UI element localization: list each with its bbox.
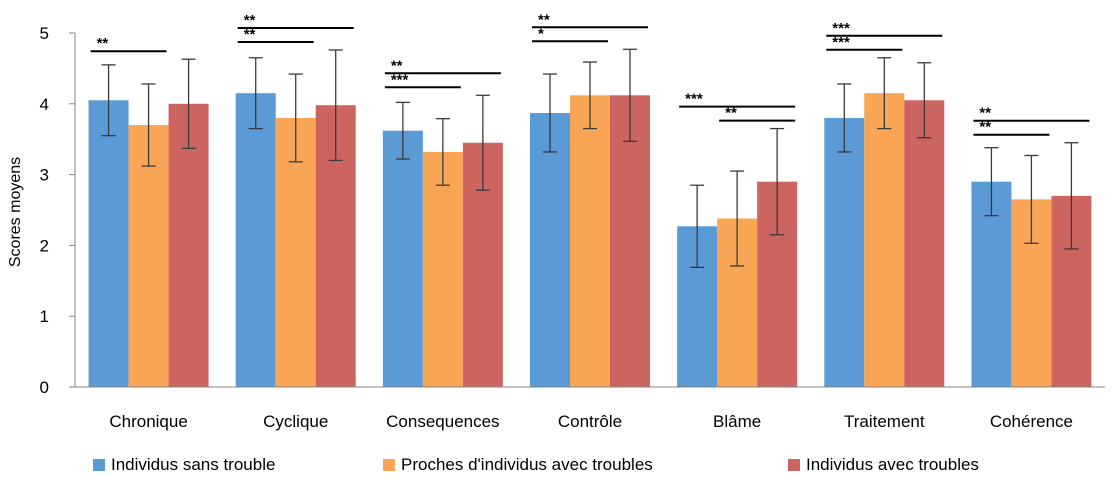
significance-label-11: ** [979,119,991,136]
y-tick-label-4: 4 [40,95,49,114]
significance-label-5: * [538,25,544,42]
y-axis-ticks: 0 1 2 3 4 5 [40,24,75,397]
bar-s2-c0 [168,103,209,388]
legend-swatch-0 [93,459,105,471]
significance-label-3: *** [391,71,409,88]
bar-s0-c5 [824,117,865,388]
bar-s1-c1 [275,117,316,388]
bar-s1-c5 [864,93,905,388]
significance-label-9: *** [832,34,850,51]
error-bars [101,48,1079,268]
x-axis-categories: Chronique Cyclique Consequences Contrôle Blâ… [109,412,1073,431]
significance-label-4: ** [391,57,403,74]
bar-s0-c1 [235,93,276,388]
significance-annotations: ***************************** [90,11,1090,136]
legend-item-0: Individus sans trouble [93,455,275,475]
x-tick-label-6: Cohérence [990,412,1073,431]
x-tick-label-5: Traitement [844,412,925,431]
bar-s2-c3 [610,95,650,387]
significance-label-6: ** [538,11,550,28]
legend-label-2: Individus avec troubles [806,455,979,474]
y-tick-label-3: 3 [40,166,49,185]
legend-swatch-2 [788,459,800,471]
y-tick-label-0: 0 [40,378,49,397]
bar-s0-c2 [382,130,423,388]
x-tick-label-1: Cyclique [263,412,328,431]
legend-item-2: Individus avec troubles [788,455,979,475]
legend: Individus sans trouble Proches d'individ… [0,455,1117,485]
bar-s2-c5 [904,100,945,387]
x-tick-label-4: Blâme [713,412,761,431]
legend-swatch-1 [383,459,395,471]
legend-label-1: Proches d'individus avec troubles [401,455,653,474]
significance-label-0: ** [97,35,109,52]
x-tick-label-3: Contrôle [558,412,622,431]
legend-item-1: Proches d'individus avec troubles [383,455,653,475]
significance-label-1: ** [244,26,256,43]
axes [74,33,1105,388]
bar-s0-c0 [88,100,129,387]
bar-s1-c0 [128,125,169,387]
bar-s0-c3 [530,113,570,387]
y-axis-label: Scores moyens [7,157,24,267]
y-tick-label-2: 2 [40,236,49,255]
significance-label-2: ** [244,12,256,29]
significance-label-10: *** [832,20,850,37]
significance-label-8: *** [685,91,703,108]
significance-label-7: ** [725,105,737,122]
legend-label-0: Individus sans trouble [111,455,276,474]
y-tick-label-5: 5 [40,24,49,43]
bar-s1-c2 [422,151,463,387]
x-tick-label-2: Consequences [386,412,499,431]
significance-label-12: ** [979,105,991,122]
y-tick-label-1: 1 [40,307,49,326]
bar-s1-c3 [570,95,610,387]
bars [88,93,1092,388]
x-tick-label-0: Chronique [109,412,187,431]
